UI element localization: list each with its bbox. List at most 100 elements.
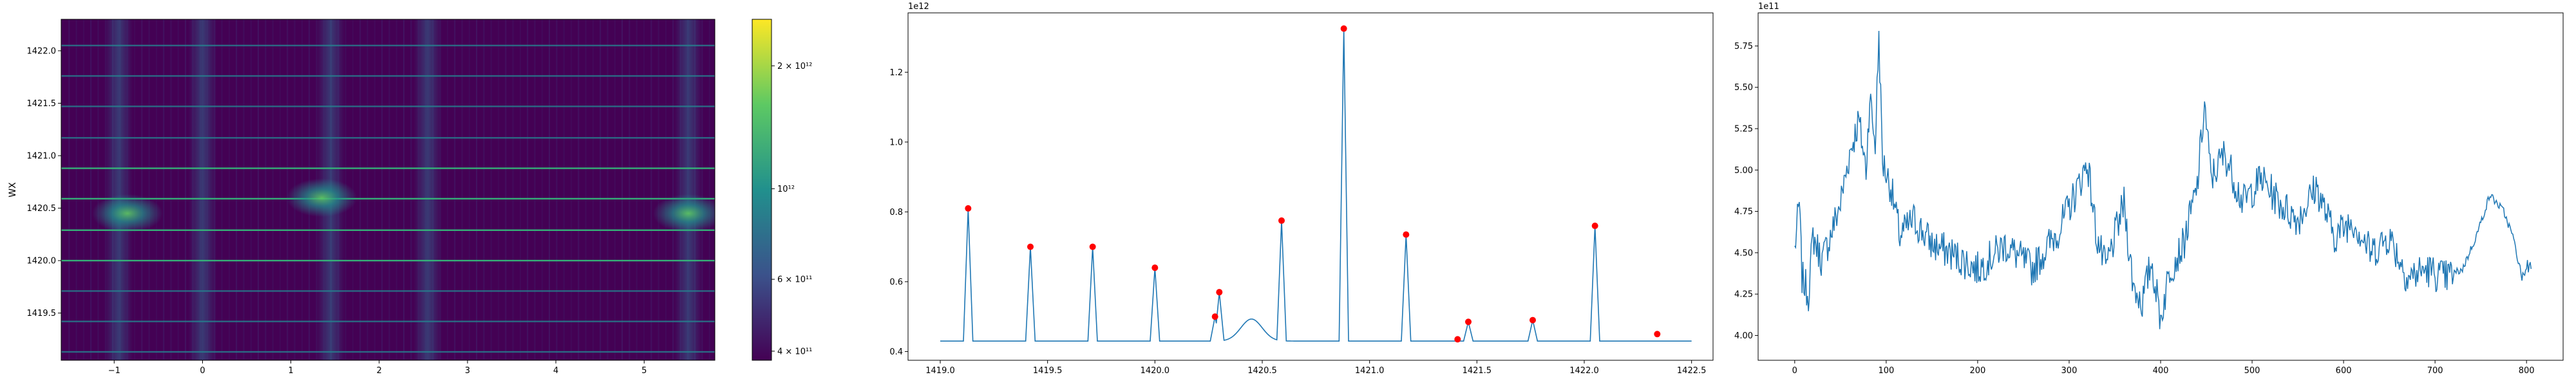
heatmap-streak [556,19,558,360]
peak-marker [1089,243,1096,250]
spectrum-x-tick-label: 700 [2427,366,2443,376]
heatmap-line [61,75,715,77]
heatmap-line [61,259,715,262]
heatmap-blob [91,194,163,233]
heatmap-streak [366,19,368,360]
peaks-y-tick-label: 1.2 [889,68,903,78]
heatmap-streak [665,19,667,360]
peak-marker [1591,223,1598,230]
colorbar-tick-label: 2 × 10¹² [777,62,812,71]
spectrum-y-tick-label: 5.75 [1734,42,1753,51]
peaks-x-tick-label: 1420.5 [1247,366,1277,376]
peaks-y-tick-label: 1.0 [889,138,903,147]
spectrum-x-tick-label: 300 [2061,366,2078,376]
heatmap-streak [221,19,223,360]
heatmap-vertical-band [413,19,442,360]
heatmap-line [61,44,715,46]
heatmap-streak [265,19,267,360]
heatmap-streak [170,19,172,360]
peak-marker [1340,25,1347,32]
heatmap-streak [228,19,230,360]
heatmap-streak [534,19,536,360]
heatmap-streak [177,19,179,360]
colorbar [752,19,772,361]
heatmap-streak [243,19,245,360]
heatmap-streak [374,19,375,360]
spectrum-y-tick-label: 4.00 [1734,331,1753,341]
spectrum-x-tick-label: 600 [2336,366,2352,376]
heatmap-streak [541,19,543,360]
peaks-x-tick-label: 1422.0 [1569,366,1599,376]
heatmap-y-tick-label: 1421.0 [27,152,57,161]
heatmap-streak [490,19,492,360]
spectrum-x-tick-label: 800 [2519,366,2535,376]
heatmap-y-axis: 1419.5 1420.0 1420.5 1421.0 1421.5 1422.0 [27,46,61,318]
heatmap-streak [571,19,572,360]
heatmap-streak [155,19,157,360]
heatmap-x-tick-label: 4 [553,366,558,376]
spectrum-x-tick-label: 100 [1878,366,1894,376]
heatmap-streak [403,19,405,360]
heatmap-streak [68,19,70,360]
heatmap-streak [527,19,529,360]
heatmap-streak [621,19,623,360]
heatmap-streak [708,19,710,360]
heatmap-content [61,19,715,360]
heatmap-line [61,167,715,169]
spectrum-plot-area [1757,12,2564,361]
heatmap-streak [90,19,92,360]
heatmap-y-tick-label: 1422.0 [27,46,57,56]
peak-marker [1465,318,1472,326]
heatmap-line [61,106,715,107]
heatmap-y-tick-label: 1420.0 [27,257,57,266]
heatmap-streak [483,19,485,360]
heatmap-y-tick-label: 1421.5 [27,99,57,109]
heatmap-streak [141,19,143,360]
heatmap-vertical-band [674,19,703,360]
heatmap-y-tick-label: 1420.5 [27,204,57,214]
heatmap-streak [607,19,609,360]
spectrum-y-tick-label: 5.00 [1734,166,1753,176]
peak-marker [1654,331,1661,338]
colorbar-axis: 4 × 10¹¹ 6 × 10¹¹ 10¹² 2 × 10¹² [772,62,812,356]
spectrum-y-tick-label: 5.50 [1734,83,1753,93]
heatmap-x-tick-label: 2 [377,366,382,376]
heatmap-streak [287,19,289,360]
spectrum-series-line [1794,31,2532,329]
heatmap-x-tick-label: −1 [108,366,120,376]
heatmap-streak [250,19,252,360]
heatmap-streak [75,19,77,360]
heatmap-ylabel: WX [8,182,18,198]
heatmap-streak [134,19,135,360]
heatmap-streak [446,19,448,360]
heatmap-streak [476,19,478,360]
peaks-y-axis: 0.4 0.6 0.8 1.0 1.2 [889,68,908,357]
heatmap-streak [185,19,187,360]
heatmap-streak [636,19,638,360]
heatmap-x-axis: −1 0 1 2 3 4 5 [108,360,647,376]
heatmap-line [61,351,715,353]
heatmap-streak [600,19,601,360]
heatmap-streak [461,19,463,360]
heatmap-streak [148,19,150,360]
peaks-x-axis: 1419.0 1419.5 1420.0 1420.5 1421.0 1421.5 1422… [925,360,1706,376]
heatmap-streak [258,19,260,360]
heatmap-line [61,290,715,292]
peak-marker [965,205,972,212]
heatmap-x-tick-label: 3 [465,366,470,376]
colorbar-tick-label: 10¹² [777,185,795,194]
heatmap-streak [395,19,397,360]
heatmap-panel: −1 0 1 2 3 4 5 1419.51420.01420.51421.01421.51… [8,19,812,376]
colorbar-tick-label: 4 × 10¹¹ [777,347,812,356]
peaks-y-tick-label: 0.6 [889,277,903,287]
heatmap-streak [650,19,652,360]
heatmap-blob [286,178,357,217]
heatmap-streak [658,19,659,360]
heatmap-streak [388,19,390,360]
heatmap-background [61,19,715,360]
peaks-plot-area [907,12,1714,361]
peaks-y-tick-label: 0.4 [889,347,903,357]
peaks-panel: 1e12 1419.0 1419.5 1420.0 1420.5 1421.0 1421.… [889,2,1714,376]
heatmap-streak [505,19,507,360]
